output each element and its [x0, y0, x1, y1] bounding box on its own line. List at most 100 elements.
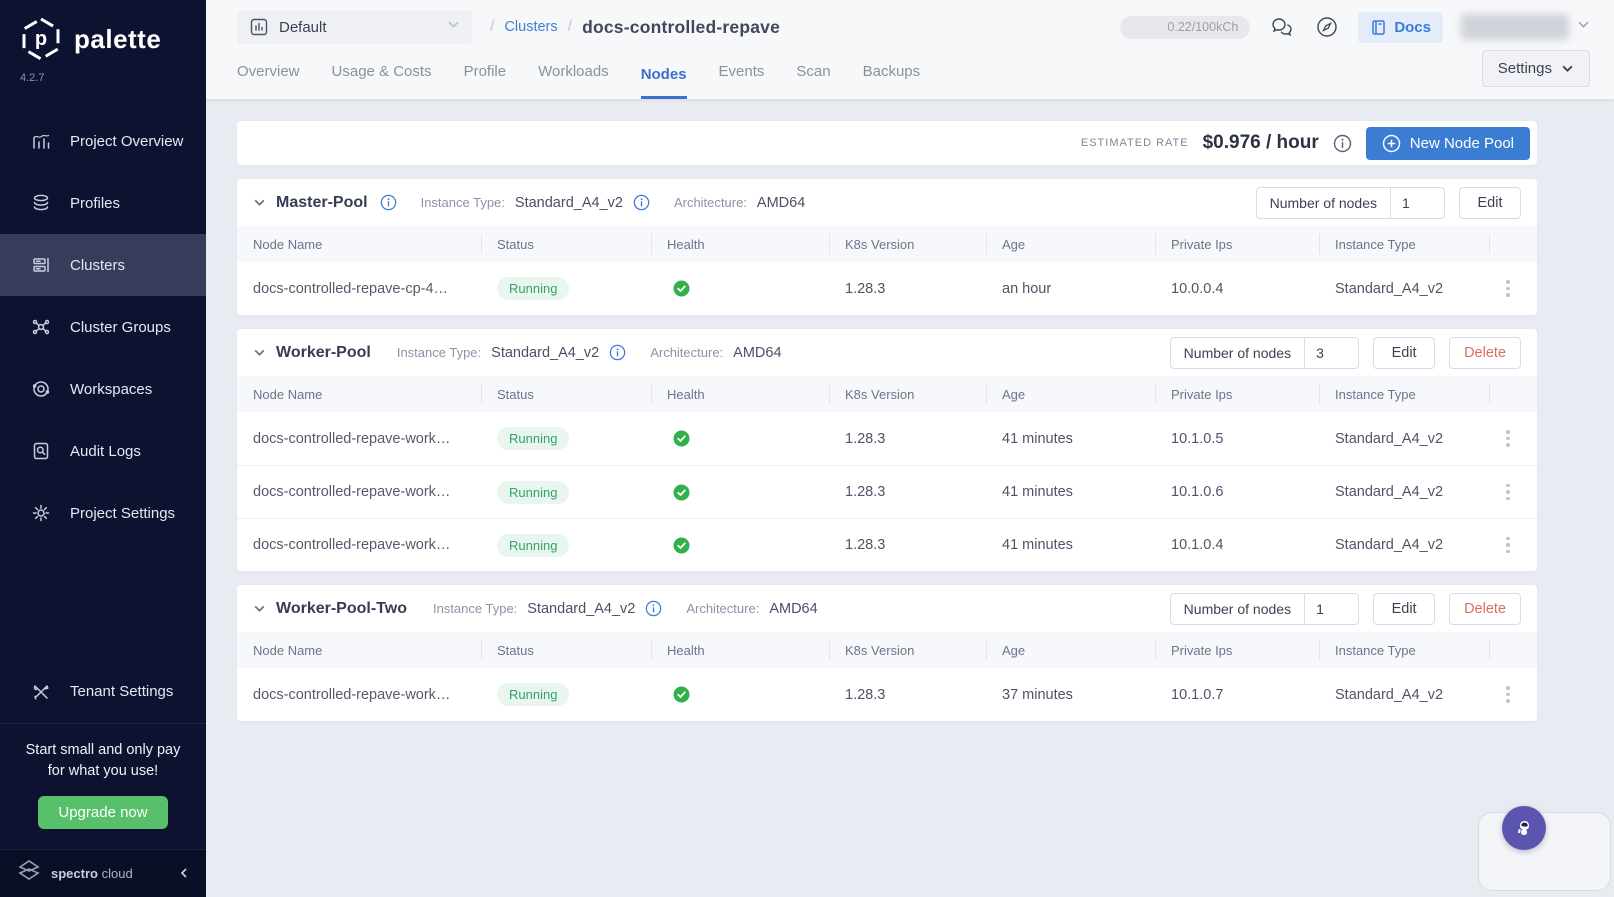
column-header: K8s Version: [829, 632, 986, 668]
sidebar-item-profiles[interactable]: Profiles: [0, 172, 206, 234]
sidebar-item-tenant-settings[interactable]: Tenant Settings: [0, 661, 206, 723]
number-of-nodes-input[interactable]: 1: [1390, 187, 1444, 218]
rate-info-icon[interactable]: [1333, 134, 1352, 153]
status-badge: Running: [497, 683, 570, 706]
node-name: docs-controlled-repave-work…: [253, 537, 451, 553]
health-cell: [651, 484, 829, 501]
column-header: Node Name: [253, 236, 323, 252]
table-row: docs-controlled-repave-work… Running 1.2…: [237, 412, 1537, 465]
delete-pool-button[interactable]: Delete: [1449, 592, 1521, 625]
estimated-rate-bar: ESTIMATED RATE $0.976 / hour New Node Po…: [237, 121, 1537, 165]
k8s-version: 1.28.3: [845, 537, 886, 553]
sidebar-item-cluster-groups[interactable]: Cluster Groups: [0, 296, 206, 358]
status-badge: Running: [497, 480, 570, 504]
architecture-value: AMD64: [733, 344, 782, 361]
sidebar: p palette 4.2.7 Project Overview Profile…: [0, 0, 206, 897]
column-header: Age: [986, 376, 1155, 412]
docs-button[interactable]: Docs: [1358, 11, 1443, 43]
node-name: docs-controlled-repave-cp-4…: [253, 280, 449, 297]
collapse-chevron-icon[interactable]: [253, 346, 266, 359]
chat-icon[interactable]: [1268, 14, 1295, 41]
architecture-label: Architecture:: [686, 601, 760, 616]
instance-type-value: Standard_A4_v2: [514, 194, 623, 211]
sidebar-item-clusters[interactable]: Clusters: [0, 234, 206, 296]
assistant-astronaut-button[interactable]: [1502, 806, 1546, 850]
user-menu[interactable]: [1461, 14, 1590, 40]
upgrade-now-button[interactable]: Upgrade now: [38, 796, 168, 829]
settings-button[interactable]: Settings: [1481, 50, 1590, 87]
node-age: an hour: [1002, 280, 1052, 297]
column-header: K8s Version: [829, 226, 986, 262]
health-check-icon: [673, 280, 690, 297]
k8s-version: 1.28.3: [845, 686, 886, 703]
column-header: Health: [651, 226, 829, 262]
breadcrumb: / Clusters / docs-controlled-repave: [490, 16, 781, 37]
compass-icon[interactable]: [1313, 14, 1340, 41]
number-of-nodes-label: Number of nodes: [1269, 194, 1377, 211]
health-cell: [651, 430, 829, 447]
clusters-icon: [30, 254, 52, 276]
project-overview-icon: [30, 130, 52, 152]
new-node-pool-button[interactable]: New Node Pool: [1365, 126, 1530, 160]
edit-pool-button[interactable]: Edit: [1373, 592, 1436, 625]
node-pools: Master-Pool Instance Type: Standard_A4_v…: [237, 179, 1537, 721]
instance-type-label: Instance Type:: [396, 345, 482, 360]
main-area: Default / Clusters / docs-controlled-rep…: [206, 0, 1614, 897]
number-of-nodes-group: Number of nodes 1: [1255, 186, 1445, 219]
collapse-chevron-icon[interactable]: [253, 602, 266, 615]
sidebar-collapse-icon[interactable]: [178, 866, 190, 882]
instance-type-info-icon[interactable]: [633, 194, 650, 211]
health-check-icon: [673, 537, 690, 554]
project-selector[interactable]: Default: [237, 10, 472, 44]
edit-pool-button[interactable]: Edit: [1459, 186, 1521, 219]
instance-type-info-icon[interactable]: [609, 344, 626, 361]
table-body: docs-controlled-repave-work… Running 1.2…: [237, 668, 1537, 721]
tab-events[interactable]: Events: [718, 63, 765, 80]
tab-workloads[interactable]: Workloads: [538, 63, 609, 80]
node-name: docs-controlled-repave-work…: [253, 484, 451, 500]
number-of-nodes-input[interactable]: 3: [1304, 337, 1358, 368]
pool-header: Worker-Pool-Two Instance Type: Standard_…: [237, 585, 1537, 632]
collapse-chevron-icon[interactable]: [253, 196, 266, 209]
row-menu-kebab-icon[interactable]: [1489, 280, 1537, 297]
tab-profile[interactable]: Profile: [463, 63, 507, 80]
tab-overview[interactable]: Overview: [237, 63, 300, 80]
app-version: 4.2.7: [20, 72, 45, 84]
pool-name: Worker-Pool: [276, 343, 371, 361]
delete-pool-button[interactable]: Delete: [1449, 336, 1521, 369]
pool-name: Worker-Pool-Two: [276, 599, 407, 617]
node-age: 41 minutes: [1002, 430, 1073, 447]
instance-type: Standard_A4_v2: [1335, 430, 1444, 447]
pool-info-icon[interactable]: [380, 194, 397, 211]
tab-scan[interactable]: Scan: [796, 63, 831, 80]
health-check-icon: [673, 686, 690, 703]
node-name: docs-controlled-repave-work…: [253, 686, 451, 703]
health-cell: [651, 686, 829, 703]
sidebar-item-project-overview[interactable]: Project Overview: [0, 110, 206, 172]
table-row: docs-controlled-repave-cp-4… Running 1.2…: [237, 262, 1537, 315]
row-menu-kebab-icon[interactable]: [1489, 536, 1537, 554]
instance-type-info-icon[interactable]: [645, 600, 662, 617]
tab-usage-costs[interactable]: Usage & Costs: [331, 63, 432, 80]
breadcrumb-clusters-link[interactable]: Clusters: [504, 19, 558, 35]
row-menu-kebab-icon[interactable]: [1489, 430, 1537, 447]
node-age: 41 minutes: [1002, 484, 1073, 500]
sidebar-item-audit-logs[interactable]: Audit Logs: [0, 420, 206, 482]
tab-nodes[interactable]: Nodes: [640, 66, 687, 99]
row-menu-kebab-icon[interactable]: [1489, 483, 1537, 501]
tab-backups[interactable]: Backups: [862, 63, 921, 80]
pool-header: Worker-Pool Instance Type: Standard_A4_v…: [237, 329, 1537, 376]
project-settings-icon: [30, 502, 52, 524]
status-badge: Running: [497, 427, 570, 450]
sidebar-item-workspaces[interactable]: Workspaces: [0, 358, 206, 420]
sidebar-item-project-settings[interactable]: Project Settings: [0, 482, 206, 544]
row-menu-kebab-icon[interactable]: [1489, 686, 1537, 703]
number-of-nodes-label: Number of nodes: [1183, 600, 1292, 617]
private-ip: 10.1.0.4: [1171, 537, 1224, 553]
column-header: Instance Type: [1319, 632, 1489, 668]
edit-pool-button[interactable]: Edit: [1373, 336, 1436, 369]
number-of-nodes-input[interactable]: 1: [1304, 593, 1358, 624]
topbar: Default / Clusters / docs-controlled-rep…: [206, 0, 1614, 99]
column-header: Health: [651, 376, 829, 412]
audit-logs-icon: [30, 440, 52, 462]
